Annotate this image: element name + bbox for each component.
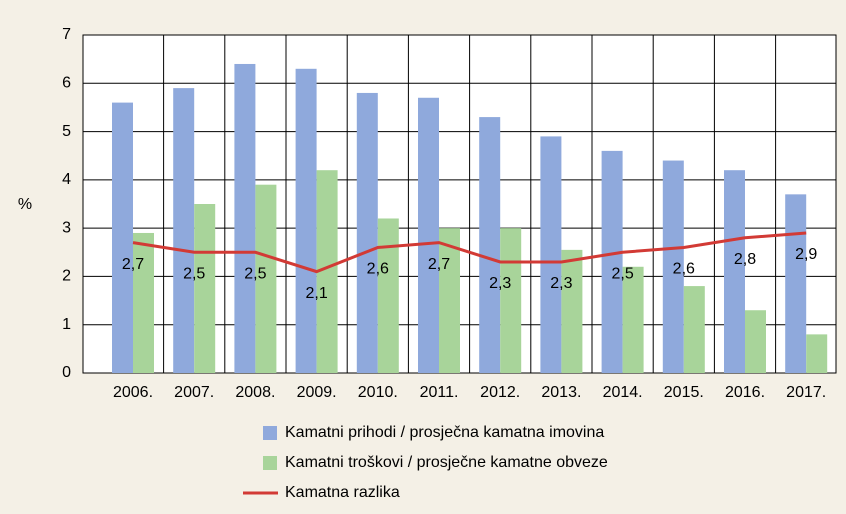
bar: [234, 63, 256, 373]
bar: [295, 68, 317, 374]
data-label: 2,5: [183, 266, 205, 283]
bar: [683, 286, 705, 373]
legend-swatch: [263, 456, 277, 470]
y-tick-label: 0: [62, 364, 71, 381]
bar: [255, 184, 277, 373]
bar: [724, 170, 745, 373]
data-label: 2,6: [673, 261, 695, 278]
x-tick-label: 2009.: [297, 384, 337, 401]
data-label: 2,5: [244, 266, 266, 283]
data-label: 2,7: [428, 256, 450, 273]
bar: [601, 150, 623, 373]
data-label: 2,6: [367, 261, 389, 278]
legend-label: Kamatni troškovi / prosječne kamatne obv…: [285, 454, 608, 471]
y-tick-label: 3: [62, 219, 71, 236]
data-label: 2,8: [734, 251, 756, 268]
legend-label: Kamatna razlika: [285, 484, 400, 501]
data-label: 2,5: [611, 266, 633, 283]
y-tick-label: 1: [62, 316, 71, 333]
bar: [112, 102, 133, 373]
bar: [785, 194, 807, 373]
bar: [173, 88, 195, 373]
y-tick-label: 4: [62, 171, 71, 188]
x-tick-label: 2006.: [113, 384, 153, 401]
bar: [194, 204, 216, 373]
y-axis-label: %: [18, 196, 32, 213]
legend-swatch: [263, 426, 277, 440]
x-tick-label: 2014.: [603, 384, 643, 401]
data-label: 2,3: [489, 275, 511, 292]
x-tick-label: 2013.: [541, 384, 581, 401]
bar: [418, 97, 439, 374]
bar: [662, 160, 684, 373]
bar: [356, 92, 378, 373]
x-tick-label: 2017.: [786, 384, 826, 401]
x-tick-label: 2008.: [235, 384, 275, 401]
y-tick-label: 6: [62, 75, 71, 92]
y-tick-label: 5: [62, 123, 71, 140]
x-tick-label: 2012.: [480, 384, 520, 401]
y-tick-label: 2: [62, 268, 71, 285]
bar: [439, 228, 460, 373]
data-label: 2,3: [550, 275, 572, 292]
bar: [745, 310, 766, 373]
legend-label: Kamatni prihodi / prosječna kamatna imov…: [285, 424, 604, 441]
bar: [133, 232, 154, 373]
bar: [806, 334, 828, 373]
bar: [540, 136, 562, 373]
data-label: 2,9: [795, 246, 817, 263]
x-tick-label: 2016.: [725, 384, 765, 401]
bar: [316, 170, 338, 373]
bar: [377, 218, 399, 373]
bar: [561, 249, 583, 373]
data-label: 2,1: [305, 285, 327, 302]
bar: [500, 228, 522, 373]
line: [132, 231, 807, 274]
bar: [622, 266, 644, 373]
x-tick-label: 2015.: [664, 384, 704, 401]
data-label: 2,7: [122, 256, 144, 273]
y-tick-label: 7: [62, 26, 71, 43]
x-tick-label: 2007.: [174, 384, 214, 401]
x-tick-label: 2011.: [420, 384, 459, 401]
x-tick-label: 2010.: [358, 384, 398, 401]
bar: [479, 117, 501, 373]
